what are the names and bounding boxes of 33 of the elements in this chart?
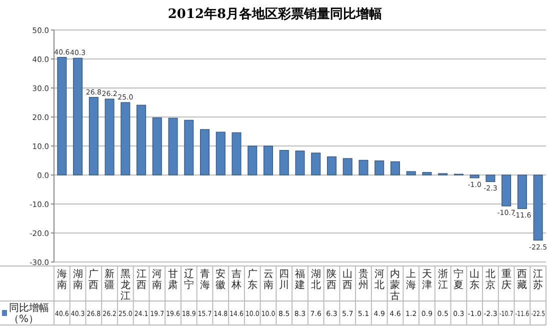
x-tick-label: 湖南 <box>72 268 83 291</box>
x-tick-label: 山东 <box>470 268 480 291</box>
x-tick-label: 河北 <box>374 268 384 291</box>
x-tick-label: 宁夏 <box>454 268 464 291</box>
x-tick-label: 湖北 <box>310 268 321 291</box>
x-tick-label: 吉林 <box>230 268 242 291</box>
x-tick-label: 辽宁 <box>184 268 194 291</box>
x-tick-label: 甘肃 <box>168 268 178 291</box>
x-tick-label: 天津 <box>422 269 432 291</box>
x-tick-label: 安徽 <box>216 268 226 291</box>
x-tick-label: 内蒙古 <box>390 268 400 302</box>
x-tick-label: 黑龙江 <box>120 269 130 302</box>
x-tick-label: 重庆 <box>501 268 512 291</box>
x-tick-label: 广西 <box>88 268 99 291</box>
x-tick-label: 广东 <box>247 268 258 291</box>
x-tick-label: 四川 <box>279 269 290 291</box>
x-tick-label: 新疆 <box>104 268 115 291</box>
x-tick-label: 福建 <box>294 268 305 291</box>
x-tick-label: 江西 <box>136 268 146 291</box>
x-tick-label: 陕西 <box>326 268 337 291</box>
x-tick-label: 云南 <box>263 269 274 291</box>
x-tick-label: 浙江 <box>438 268 448 291</box>
x-tick-label: 海南 <box>56 268 67 291</box>
x-tick-label: 青海 <box>200 268 210 291</box>
x-tick-label: 贵州 <box>358 268 368 291</box>
x-tick-label: 上海 <box>406 268 416 291</box>
legend-label: 同比增幅（%） <box>9 302 49 325</box>
x-tick-label: 北京 <box>485 268 496 291</box>
x-tick-label: 山西 <box>342 268 353 291</box>
x-tick-label: 河南 <box>152 268 162 291</box>
x-tick-label: 西藏 <box>517 269 528 291</box>
x-tick-label: 江苏 <box>533 268 544 291</box>
chart-title: 2012年8月各地区彩票销量同比增幅 <box>168 7 382 22</box>
